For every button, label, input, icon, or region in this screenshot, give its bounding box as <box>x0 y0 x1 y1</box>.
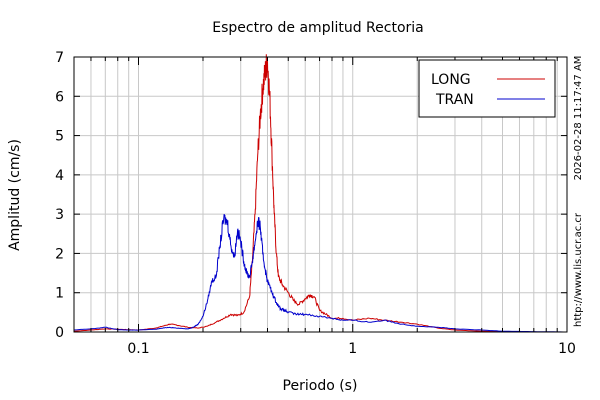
x-axis-label: Periodo (s) <box>283 378 358 394</box>
y-axis-label: Amplitud (cm/s) <box>7 139 23 251</box>
series-line-long <box>73 54 567 333</box>
y-tick-label: 5 <box>55 129 64 145</box>
plot-frame <box>73 56 568 333</box>
y-tick-label: 6 <box>55 89 64 105</box>
y-tick-label: 2 <box>55 246 64 262</box>
y-tick-label: 3 <box>55 207 64 223</box>
legend-label-tran: TRAN <box>435 92 474 108</box>
timestamp-text: 2026-02-28 11:17:47 AM <box>573 56 584 181</box>
y-tick-label: 0 <box>55 325 64 341</box>
series-line-tran <box>73 214 567 333</box>
legend-label-long: LONG <box>431 72 471 88</box>
legend-box <box>418 59 556 118</box>
grid-lines <box>73 56 568 333</box>
y-tick-label: 7 <box>55 50 64 66</box>
y-tick-label: 4 <box>55 168 64 184</box>
axis-ticks: 0 1 2 3 4 5 6 7 0.1 1 10 <box>55 50 576 357</box>
x-tick-label: 0.1 <box>127 341 149 357</box>
x-tick-label: 10 <box>558 341 576 357</box>
legend: LONG TRAN <box>418 59 556 118</box>
x-tick-label: 1 <box>348 341 357 357</box>
source-url-text: http://www.lis.ucr.ac.cr <box>573 212 584 327</box>
series-layer <box>73 54 567 333</box>
y-tick-label: 1 <box>55 286 64 302</box>
chart-title: Espectro de amplitud Rectoria <box>212 20 424 36</box>
